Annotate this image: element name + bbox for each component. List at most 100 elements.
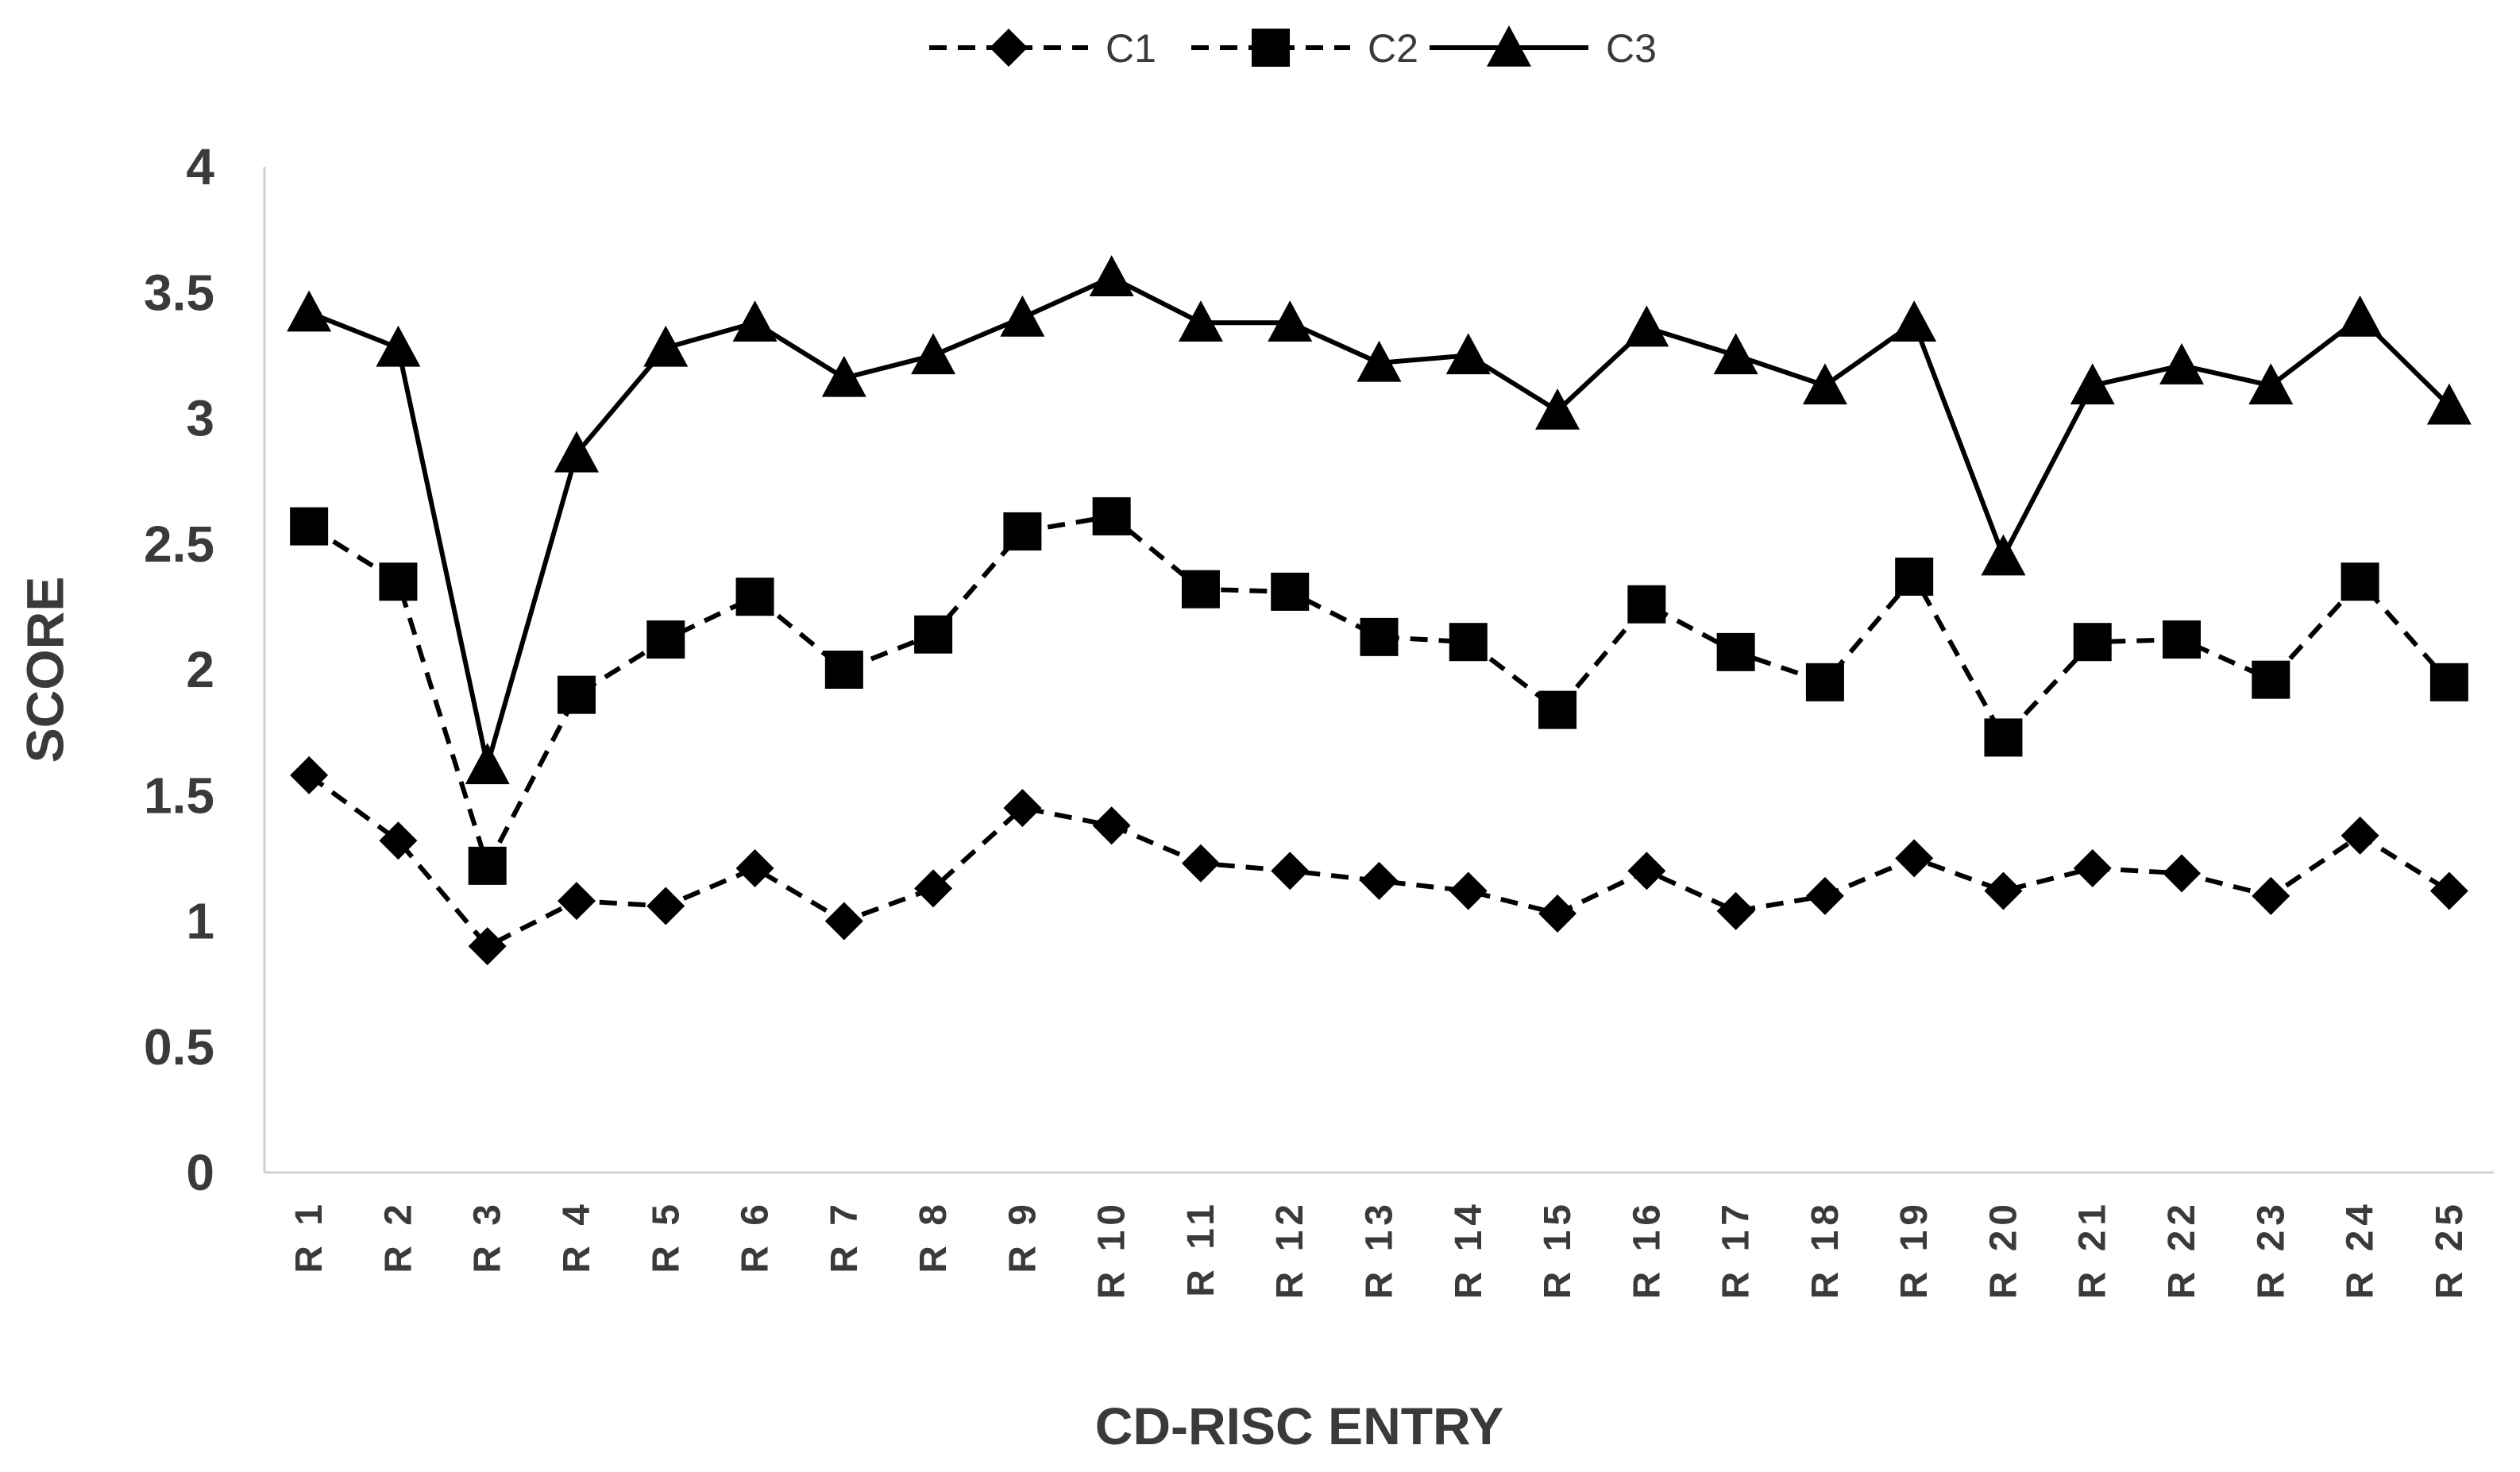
c1-point-marker [1895,839,1934,878]
c2-point-marker [1360,617,1399,656]
c1-point-marker [2163,854,2202,893]
series-line-c2 [307,513,2452,868]
c1-point-marker [557,882,596,921]
c1-point-marker [1271,852,1310,891]
y-axis-title: SCORE [15,577,74,763]
x-tick-label: R 22 [2161,1200,2203,1299]
c1-point-marker [2073,849,2112,888]
c3-point-marker [1713,333,1758,375]
axes [263,167,2494,1174]
c3-point-marker [643,325,689,367]
x-tick-label: R 4 [556,1200,598,1273]
c3-point-marker [554,431,599,473]
c2-point-marker [1627,585,1666,624]
y-tick-label: 4 [186,138,214,195]
c2-point-marker [1092,496,1131,535]
c3-point-marker [1445,333,1491,375]
legend-item-c1: C1 [929,26,1156,71]
x-tick-label: R 21 [2072,1200,2114,1299]
c2-point-marker [1271,572,1310,611]
c2-point-marker [824,651,863,689]
c1-point-marker [646,887,685,925]
x-tick-label: R 8 [913,1200,955,1273]
c1-point-marker [379,821,418,860]
x-tick-label: R 14 [1448,1200,1490,1299]
y-tick-label: 1 [186,893,214,950]
c1-point-marker [914,869,953,908]
c1-point-marker [1716,891,1755,930]
c1-point-marker [1627,852,1666,891]
c2-point-marker [1003,512,1042,551]
c2-point-marker [557,675,596,714]
c2-point-marker [1449,623,1488,662]
x-tick-label: R 19 [1893,1200,1935,1299]
x-tick-labels: R 1 R 2 R 3 R 4 R 5 R 6 R 7 R 8 R 9 R 10 R 11 R 12 R… [288,1200,2471,1299]
c2-point-marker [1805,663,1844,701]
c2-point-marker [1716,632,1755,671]
legend-item-c3: C3 [1430,25,1657,71]
x-tick-label: R 2 [377,1200,419,1273]
c2-point-marker [2429,663,2468,701]
legend: C1 C2 C3 [929,25,1657,71]
c3-point-marker [1268,300,1313,342]
legend-c1-point-marker [990,29,1028,67]
c3-point-marker [2337,295,2383,337]
x-tick-label: R 23 [2250,1200,2292,1299]
c1-point-marker [2429,871,2468,910]
c3-point-marker [1981,534,2026,576]
c2-point-marker [2073,623,2112,662]
legend-item-c2: C2 [1191,26,1418,71]
c1-point-marker [1538,894,1577,933]
x-tick-label: R 12 [1269,1200,1311,1299]
x-tick-label: R 25 [2429,1200,2471,1299]
c3-point-marker [2248,363,2294,405]
c3-point-marker [2159,343,2205,384]
c3-point-marker [376,325,421,367]
x-tick-label: R 6 [735,1200,777,1273]
c2-point-marker [1181,570,1220,609]
c2-point-marker [290,507,329,546]
c2-point-marker [2163,620,2202,659]
x-tick-label: R 5 [645,1200,687,1273]
c3-point-marker [1892,300,1937,342]
x-tick-label: R 17 [1715,1200,1758,1299]
c1-point-marker [735,849,774,888]
y-tick-label: 2.5 [144,516,214,573]
x-tick-label: R 18 [1804,1200,1847,1299]
x-tick-label: R 7 [824,1200,866,1273]
c2-point-marker [379,562,418,601]
x-tick-label: R 16 [1626,1200,1668,1299]
c3-point-marker [1089,255,1134,297]
y-tick-labels: 0 0.5 1 1.5 2 2.5 3 3.5 4 [144,138,214,1201]
x-tick-label: R 24 [2340,1200,2382,1299]
c3-point-marker [1535,388,1580,430]
c2-point-marker [2341,562,2379,601]
x-tick-label: R 13 [1359,1200,1401,1299]
legend-label-c2: C2 [1368,26,1418,71]
c2-point-marker [2252,660,2290,699]
c1-point-marker [290,755,329,794]
y-tick-label: 0.5 [144,1018,214,1076]
c1-point-marker [1092,806,1131,845]
c1-point-marker [2341,816,2379,855]
c3-point-marker [1624,305,1669,347]
c3-point-marker [1178,300,1223,342]
y-tick-label: 3.5 [144,264,214,321]
c3-point-marker [465,743,510,785]
y-tick-label: 2 [186,641,214,698]
c1-point-marker [1984,871,2023,910]
c3-point-marker [1000,295,1045,337]
c2-point-marker [1895,557,1934,596]
c1-point-marker [1805,876,1844,915]
legend-c3-point-marker [1487,25,1531,67]
c1-point-marker [824,902,863,941]
c3-point-marker [1356,340,1402,382]
x-tick-label: R 3 [467,1200,509,1273]
c3-point-marker [2070,363,2115,405]
y-tick-label: 1.5 [144,767,214,824]
x-tick-label: R 15 [1537,1200,1579,1299]
c3-point-marker [732,300,778,342]
legend-label-c3: C3 [1606,26,1657,71]
